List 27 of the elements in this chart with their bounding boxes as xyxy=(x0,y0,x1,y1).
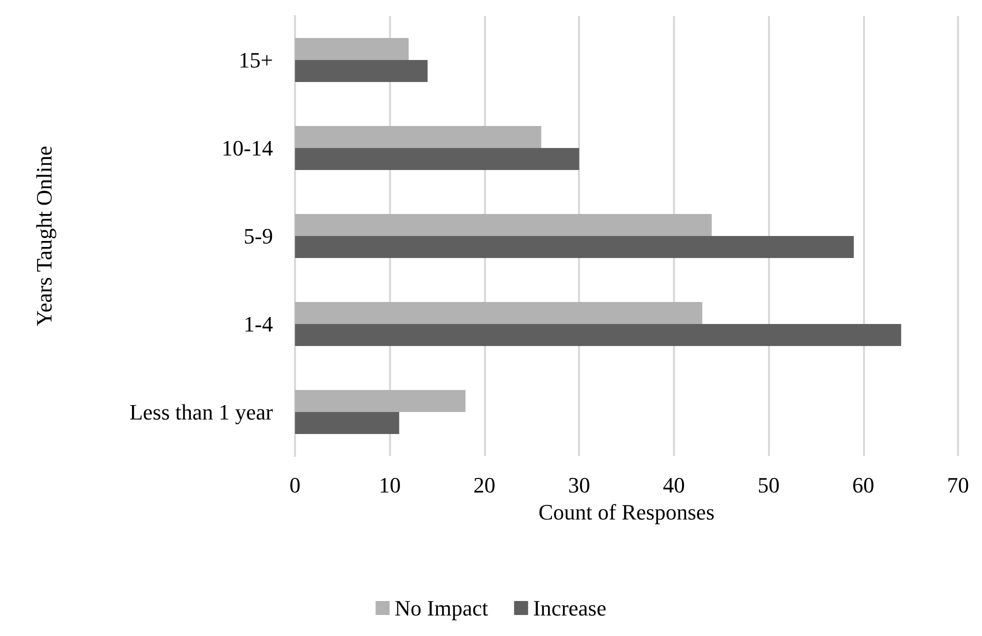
y-tick-label: Less than 1 year xyxy=(129,400,274,424)
x-tick-label: 60 xyxy=(852,472,874,498)
bar xyxy=(295,236,854,258)
bar xyxy=(295,324,902,346)
bar xyxy=(295,148,580,170)
y-tick-label: 15+ xyxy=(238,48,273,72)
y-tick-label: 5-9 xyxy=(244,224,273,248)
x-tick-label: 20 xyxy=(473,472,496,498)
y-tick-label: 1-4 xyxy=(244,312,273,336)
bar xyxy=(295,412,400,434)
x-tick-label: 30 xyxy=(568,472,590,498)
bar xyxy=(295,60,428,82)
x-axis-title: Count of Responses xyxy=(538,499,714,524)
bar xyxy=(295,126,542,148)
legend-label: Increase xyxy=(533,596,606,620)
x-tick-label: 0 xyxy=(290,472,300,498)
x-tick-label: 40 xyxy=(662,472,685,498)
x-tick-label: 50 xyxy=(758,472,780,498)
x-tick-label: 70 xyxy=(947,472,969,498)
bar xyxy=(295,38,409,60)
bar xyxy=(295,214,712,236)
y-tick-label: 10-14 xyxy=(222,136,273,160)
bar xyxy=(295,390,466,412)
x-tick-label: 10 xyxy=(378,472,401,498)
y-axis-title: Years Taught Online xyxy=(32,146,56,326)
bar xyxy=(295,302,702,324)
legend-label: No Impact xyxy=(394,596,488,620)
